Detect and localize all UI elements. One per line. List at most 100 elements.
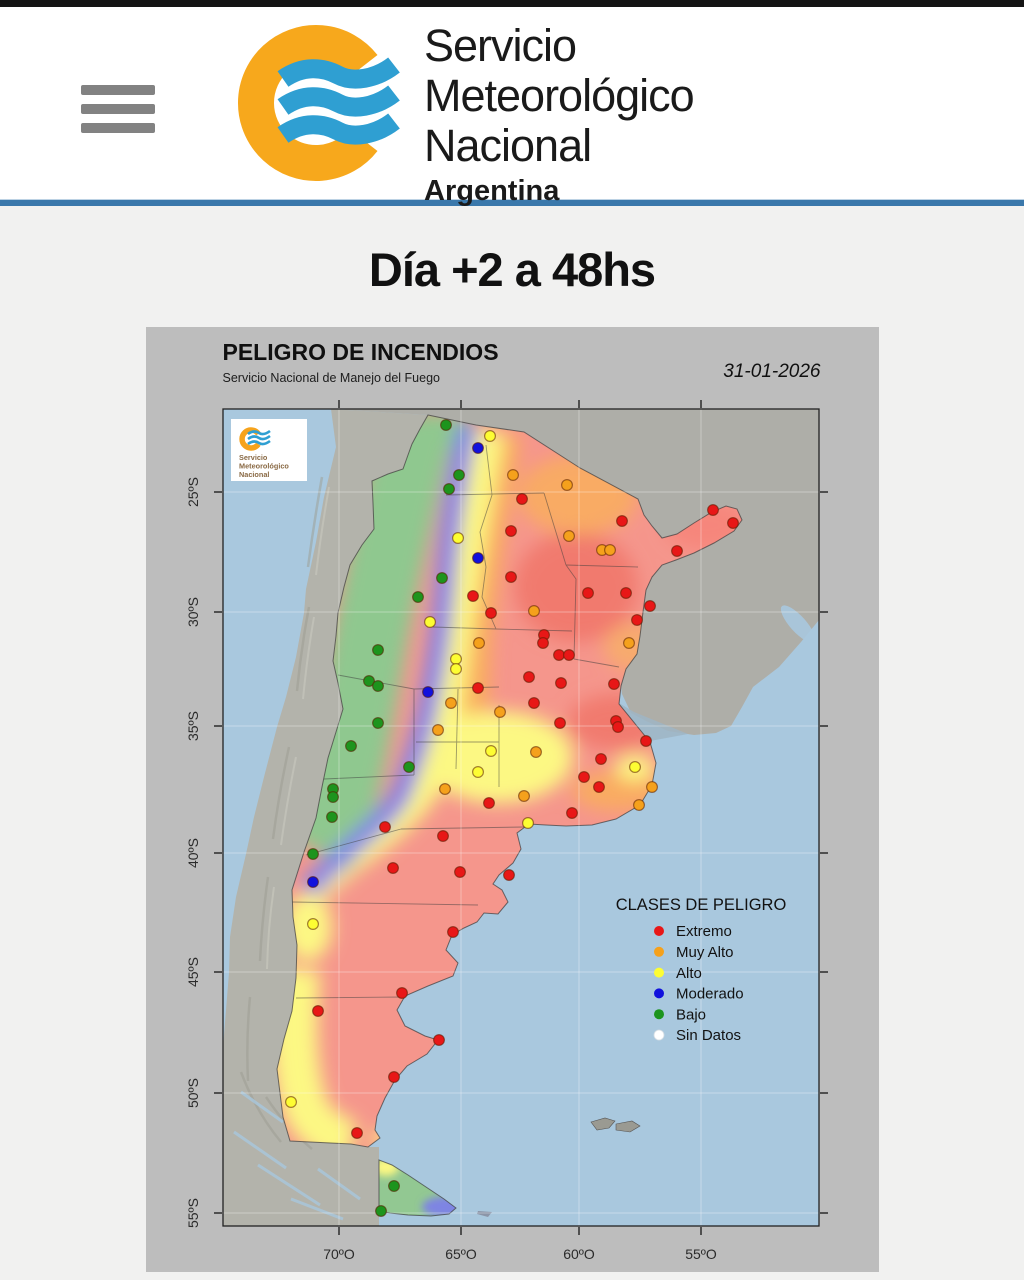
station-dot-moderado	[471, 552, 484, 565]
page-title: Día +2 a 48hs	[368, 243, 656, 296]
chile-landmass	[222, 409, 428, 1226]
top-black-bar	[0, 0, 1024, 7]
isla-de-los-estados	[476, 1211, 492, 1217]
station-dot-extremo	[611, 721, 624, 734]
station-dot-extremo	[594, 753, 607, 766]
station-dot-bajo	[362, 675, 375, 688]
legend-label-bajo: Bajo	[676, 1006, 706, 1023]
hamburger-menu-icon[interactable]	[81, 85, 155, 135]
legend-dot-extremo	[653, 926, 664, 936]
station-dots	[284, 418, 739, 1217]
inset-logo-line2: Meteorológico	[239, 462, 289, 471]
lat-label: 50ºS	[185, 1078, 201, 1108]
lon-label: 60ºO	[563, 1246, 595, 1262]
station-dot-bajo	[435, 572, 448, 585]
station-dot-extremo	[432, 1033, 445, 1046]
hamburger-bar	[81, 123, 155, 133]
legend-label-alto: Alto	[676, 965, 702, 982]
station-dot-bajo	[439, 418, 452, 431]
app-header: Servicio Meteorológico Nacional Argentin…	[0, 7, 1024, 207]
legend-dot-moderado	[653, 988, 664, 999]
brand-country: Argentina	[424, 175, 560, 207]
station-dot-extremo	[639, 735, 652, 748]
inset-logo-box: Servicio Meteorológico Nacional	[230, 419, 307, 481]
station-dot-muy_alto	[493, 706, 506, 719]
fire-danger-map-panel: Servicio Meteorológico Nacional CLASES D…	[145, 327, 879, 1272]
station-dot-bajo	[325, 811, 338, 824]
station-dot-extremo	[527, 697, 540, 710]
station-dot-extremo	[577, 771, 590, 784]
station-dot-bajo	[387, 1179, 400, 1192]
station-dot-alto	[471, 766, 484, 779]
station-dot-muy_alto	[632, 799, 645, 812]
station-dot-extremo	[554, 677, 567, 690]
station-dot-extremo	[607, 678, 620, 691]
legend-dot-bajo	[653, 1009, 664, 1020]
station-dot-muy_alto	[603, 544, 616, 557]
lat-label: 30ºS	[185, 597, 201, 627]
station-dot-alto	[306, 917, 319, 930]
station-dot-muy_alto	[472, 637, 485, 650]
brand-line3: Nacional	[424, 120, 592, 171]
station-dot-extremo	[378, 821, 391, 834]
station-dot-bajo	[452, 469, 465, 482]
plot-frame	[221, 408, 820, 1227]
lat-label: 40ºS	[185, 838, 201, 868]
station-dot-extremo	[536, 637, 549, 650]
station-dot-alto	[449, 663, 462, 676]
station-dot-alto	[628, 761, 641, 774]
station-dot-muy_alto	[560, 479, 573, 492]
fire-danger-map: Servicio Meteorológico Nacional CLASES D…	[185, 400, 828, 1262]
station-dot-moderado	[471, 441, 484, 454]
station-dot-extremo	[552, 649, 565, 662]
station-dot-extremo	[592, 781, 605, 794]
legend-dot-muy_alto	[653, 946, 664, 957]
station-dot-extremo	[453, 865, 466, 878]
station-dot-alto	[449, 653, 462, 666]
smn-logo-icon	[228, 17, 408, 194]
falkland-islands	[589, 1117, 641, 1133]
legend-title: CLASES DE PELIGRO	[615, 896, 786, 914]
station-dot-extremo	[726, 517, 739, 530]
station-dot-moderado	[306, 875, 319, 888]
province-borders	[291, 444, 676, 999]
station-dot-moderado	[421, 686, 434, 699]
station-dot-extremo	[446, 925, 459, 938]
station-dot-extremo	[482, 797, 495, 810]
legend-label-sin_datos: Sin Datos	[676, 1027, 741, 1044]
station-dot-extremo	[471, 682, 484, 695]
station-dot-muy_alto	[431, 724, 444, 737]
station-dot-extremo	[706, 504, 719, 517]
station-dot-extremo	[387, 1070, 400, 1083]
legend-dot-sin_datos	[653, 1029, 664, 1041]
legend-label-muy_alto: Muy Alto	[676, 944, 734, 961]
station-dot-bajo	[371, 680, 384, 693]
station-dot-extremo	[502, 868, 515, 881]
station-dot-alto	[483, 429, 496, 442]
map-subtitle: Servicio Nacional de Manejo del Fuego	[222, 371, 441, 385]
gridlines	[222, 409, 819, 1226]
lon-label: 55ºO	[685, 1246, 717, 1262]
station-dot-bajo	[442, 483, 455, 496]
tierra-del-fuego-outline	[378, 1159, 457, 1217]
station-dot-extremo	[311, 1004, 324, 1017]
station-dot-bajo	[411, 591, 424, 604]
andes-texture	[239, 476, 323, 1150]
station-dot-alto	[284, 1095, 297, 1108]
map-title: PELIGRO DE INCENDIOS	[222, 339, 499, 365]
station-dot-bajo	[374, 1204, 387, 1217]
legend-dot-alto	[653, 967, 664, 978]
axes: 70ºO 65ºO 60ºO 55ºO 25ºS 30ºS 35ºS 40ºS 45ºS 50ºS…	[185, 400, 828, 1262]
station-dot-alto	[451, 532, 464, 545]
station-dot-bajo	[371, 717, 384, 730]
station-dot-muy_alto	[438, 783, 451, 796]
rio-de-la-plata	[618, 703, 688, 741]
lat-label: 35ºS	[185, 711, 201, 741]
station-dot-muy_alto	[645, 781, 658, 794]
station-dot-extremo	[643, 600, 656, 613]
station-dot-alto	[484, 745, 497, 758]
hamburger-bar	[81, 104, 155, 114]
neighbor-landmass	[330, 409, 819, 735]
station-dot-extremo	[619, 587, 632, 600]
station-dot-extremo	[484, 607, 497, 620]
